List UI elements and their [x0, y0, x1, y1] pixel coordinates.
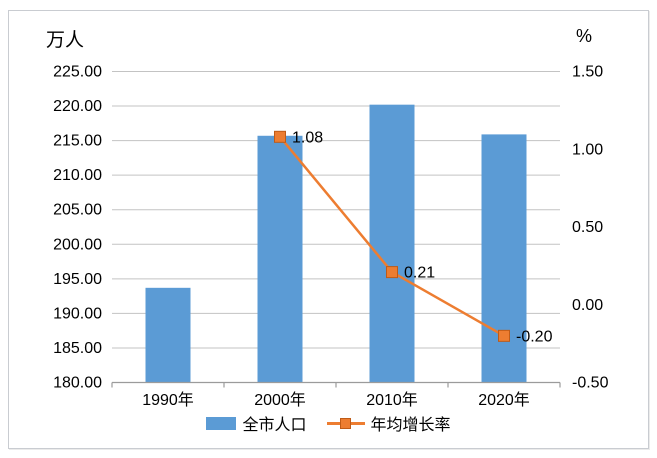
bar-legend-swatch-icon: [206, 416, 237, 430]
right-axis-tick-label: 1.50: [572, 64, 603, 81]
growth-rate-marker: [498, 329, 510, 342]
right-axis-tick-label: 0.50: [572, 219, 603, 236]
left-axis-tick-label: 225.00: [53, 64, 102, 81]
x-axis-category-label: 2000年: [254, 391, 306, 409]
x-axis-category-label: 1990年: [142, 391, 194, 409]
legend-item-population: 全市人口: [206, 411, 307, 435]
legend-item-growth-rate: 年均增长率: [326, 411, 451, 435]
left-axis-tick-label: 215.00: [53, 133, 102, 150]
population-bar: [257, 135, 303, 383]
left-axis-tick-label: 195.00: [53, 271, 102, 288]
legend-label-growth-rate: 年均增长率: [370, 417, 451, 434]
chart-frame: [8, 10, 649, 449]
point-data-label: 0.21: [404, 265, 435, 282]
right-axis-unit-label: %: [576, 26, 593, 46]
left-axis-tick-label: 185.00: [53, 340, 102, 357]
x-axis-category-label: 2020年: [478, 391, 530, 409]
left-axis-tick-label: 200.00: [53, 236, 102, 253]
population-bar: [145, 287, 191, 383]
growth-rate-marker: [386, 266, 398, 279]
left-axis-tick-label: 205.00: [53, 202, 102, 219]
population-bar: [369, 104, 415, 383]
left-axis-tick-label: 210.00: [53, 167, 102, 184]
line-legend-marker: [339, 417, 351, 429]
point-data-label: -0.20: [516, 328, 553, 345]
right-axis-tick-label: 0.00: [572, 297, 603, 314]
line-legend-swatch-icon: [326, 417, 365, 430]
left-axis-tick-label: 180.00: [53, 375, 102, 392]
left-axis-tick-label: 190.00: [53, 305, 102, 322]
legend: 全市人口 年均增长率: [8, 410, 649, 436]
right-axis-tick-label: -0.50: [572, 375, 609, 392]
x-axis-category-label: 2010年: [366, 391, 418, 409]
point-data-label: 1.08: [292, 129, 323, 146]
growth-rate-marker: [274, 130, 286, 143]
right-axis-tick-label: 1.00: [572, 141, 603, 158]
left-axis-unit-label: 万人: [46, 30, 85, 51]
left-axis-tick-label: 220.00: [53, 98, 102, 115]
legend-label-population: 全市人口: [242, 417, 307, 434]
